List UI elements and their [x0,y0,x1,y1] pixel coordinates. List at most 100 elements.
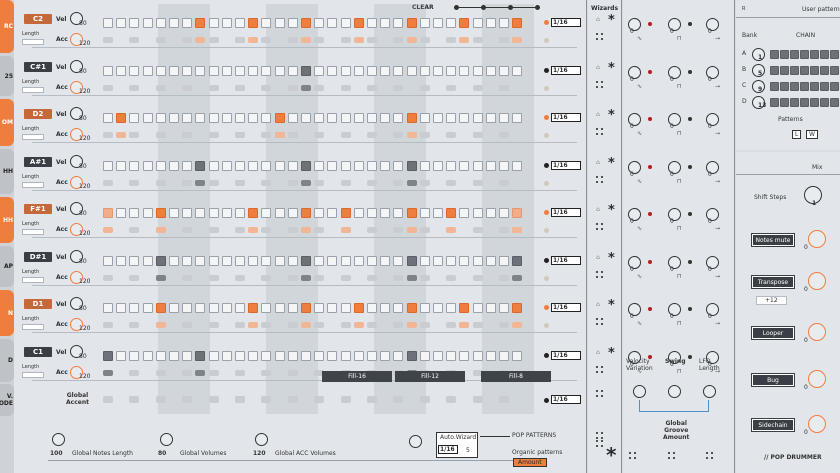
global-accent-step[interactable] [155,396,166,403]
groove-knob[interactable] [706,303,719,316]
accent-step[interactable] [446,37,457,43]
accent-step[interactable] [446,179,457,186]
groove-knob[interactable] [706,208,719,221]
groove-knob[interactable] [628,350,641,364]
rate-select[interactable]: 1/16 [551,350,581,360]
accent-step[interactable] [116,132,127,138]
accent-knob[interactable] [70,33,83,46]
accent-step[interactable] [103,179,113,186]
note-name-button[interactable]: D2 [24,109,52,119]
sidechain-button[interactable]: Sidechain [751,418,795,432]
groove-knob[interactable] [706,160,719,174]
step-cell[interactable] [248,18,259,28]
accent-step[interactable] [393,274,404,281]
step-cell[interactable] [367,303,377,313]
accent-step[interactable] [129,84,140,91]
accent-step[interactable] [314,179,325,186]
accent-step[interactable] [446,84,457,91]
accent-step[interactable] [446,227,457,233]
step-cell[interactable] [248,350,259,361]
length-slider[interactable] [22,39,44,45]
step-cell[interactable] [129,65,140,76]
accent-step[interactable] [129,322,140,328]
global-accent-step[interactable] [182,396,193,403]
note-name-button[interactable]: C1 [24,346,52,357]
accent-step[interactable] [314,84,325,91]
step-cell[interactable] [116,160,127,171]
step-cell[interactable] [129,113,140,123]
step-cell[interactable] [103,160,113,171]
step-cell[interactable] [169,350,179,361]
accent-step[interactable] [393,37,404,43]
step-cell[interactable] [314,303,325,313]
randomize-star-icon[interactable]: * [608,155,615,171]
step-cell[interactable] [353,255,364,266]
chain-slot[interactable] [790,98,799,107]
step-cell[interactable] [274,350,285,361]
step-cell[interactable] [327,113,338,123]
step-cell[interactable] [512,18,523,28]
groove-knob[interactable] [668,160,681,174]
global-accent-step[interactable] [472,396,483,403]
step-cell[interactable] [169,65,179,76]
step-cell[interactable] [485,255,496,266]
accent-step[interactable] [499,179,509,186]
step-cell[interactable] [235,113,245,123]
step-cell[interactable] [142,160,153,171]
chain-slot[interactable] [780,66,789,75]
step-cell[interactable] [393,303,404,313]
step-cell[interactable] [512,303,523,313]
chain-slot[interactable] [780,82,789,91]
groove-knob[interactable] [706,18,719,31]
step-cell[interactable] [419,18,430,28]
fill-button[interactable]: Fill-16 [322,371,392,382]
step-cell[interactable] [155,65,166,76]
accent-step[interactable] [208,322,219,328]
step-cell[interactable] [155,18,166,28]
accent-step[interactable] [129,227,140,233]
dice-icon[interactable] [596,175,603,183]
step-cell[interactable] [353,303,364,313]
rate-select[interactable]: 1/16 [551,18,581,27]
chain-slot[interactable] [790,66,799,75]
accent-step[interactable] [393,227,404,233]
step-cell[interactable] [182,160,193,171]
step-cell[interactable] [419,303,430,313]
step-cell[interactable] [274,303,285,313]
accent-step[interactable] [103,322,113,328]
volumes-knob[interactable] [160,433,173,446]
length-slider[interactable] [22,134,44,140]
step-cell[interactable] [433,350,443,361]
rate-select[interactable]: 1/16 [551,160,581,170]
step-cell[interactable] [485,18,496,28]
step-cell[interactable] [314,18,325,28]
step-cell[interactable] [142,350,153,361]
accent-step[interactable] [340,274,351,281]
accent-step[interactable] [182,274,193,281]
accent-step[interactable] [287,132,298,138]
step-cell[interactable] [406,65,417,76]
velocity-knob[interactable] [70,154,83,168]
accent-step[interactable] [182,322,193,328]
velocity-knob[interactable] [70,297,83,310]
accent-step[interactable] [103,37,113,43]
dice-icon[interactable] [596,318,603,325]
accent-step[interactable] [301,37,311,43]
bug-button[interactable]: Bug [751,373,795,387]
step-cell[interactable] [287,303,298,313]
step-cell[interactable] [182,303,193,313]
step-cell[interactable] [195,113,206,123]
step-cell[interactable] [287,350,298,361]
step-cell[interactable] [499,303,509,313]
step-cell[interactable] [419,160,430,171]
accent-step[interactable] [208,227,219,233]
left-tab[interactable]: OM [0,99,14,146]
accent-step[interactable] [419,322,430,328]
step-cell[interactable] [406,255,417,266]
groove-knob[interactable] [668,113,681,126]
accent-step[interactable] [367,132,377,138]
accent-step[interactable] [129,369,140,376]
step-cell[interactable] [208,113,219,123]
step-cell[interactable] [406,303,417,313]
left-tab[interactable]: 25 [0,56,14,96]
